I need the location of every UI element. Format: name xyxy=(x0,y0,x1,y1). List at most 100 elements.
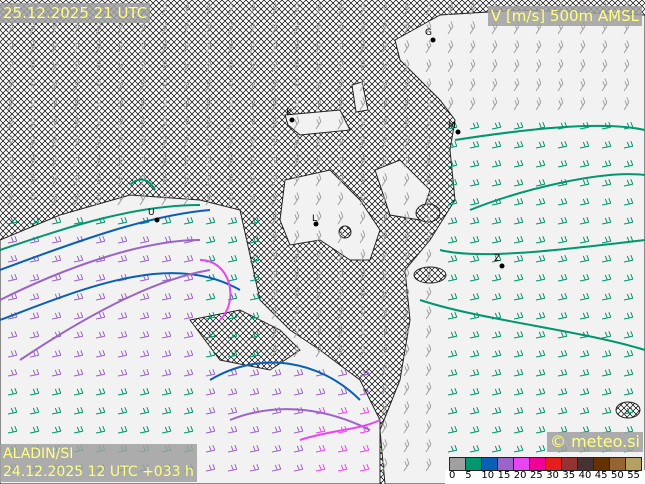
wind-barb xyxy=(95,116,102,130)
wind-barb xyxy=(535,179,546,187)
wind-barb xyxy=(271,230,278,244)
wind-barb xyxy=(337,211,344,225)
wind-barb xyxy=(161,97,168,111)
wind-barb xyxy=(51,97,58,111)
wind-barb xyxy=(271,249,278,263)
wind-barb xyxy=(403,211,410,225)
wind-barb xyxy=(205,97,212,111)
wind-barb xyxy=(359,445,370,453)
wind-barb xyxy=(491,407,502,415)
wind-barb xyxy=(425,116,432,130)
wind-barb xyxy=(601,388,612,396)
wind-barb xyxy=(271,287,278,301)
wind-barb xyxy=(205,2,212,16)
wind-barb xyxy=(51,369,62,377)
wind-barb xyxy=(623,141,634,149)
wind-barb xyxy=(205,293,216,301)
wind-barb xyxy=(513,407,524,415)
wind-barb xyxy=(535,369,546,377)
wind-barb xyxy=(183,350,194,358)
wind-barb xyxy=(491,255,502,263)
wind-barb xyxy=(117,173,124,187)
wind-barb xyxy=(359,78,366,92)
wind-barb xyxy=(249,192,256,206)
wind-barb xyxy=(271,445,282,453)
wind-barb xyxy=(535,350,546,358)
wind-barb xyxy=(337,21,344,35)
wind-barb xyxy=(623,407,634,415)
wind-barb xyxy=(227,40,234,54)
wind-barb xyxy=(271,306,278,320)
wind-barb xyxy=(315,287,322,301)
wind-barb xyxy=(161,173,168,187)
legend-swatch xyxy=(625,457,642,471)
wind-barb xyxy=(601,78,608,92)
wind-barb xyxy=(381,325,388,339)
wind-barb xyxy=(227,236,238,244)
wind-barb xyxy=(623,78,630,92)
wind-barb xyxy=(249,331,260,339)
wind-barb xyxy=(183,407,194,415)
wind-barb xyxy=(7,135,14,149)
wind-barb xyxy=(491,59,498,73)
wind-barb xyxy=(227,445,238,453)
wind-barb xyxy=(227,255,238,263)
wind-barb xyxy=(403,268,410,282)
wind-barb xyxy=(381,268,388,282)
wind-barb xyxy=(381,382,388,396)
wind-barb xyxy=(205,116,212,130)
wind-barb xyxy=(469,122,480,130)
wind-barb xyxy=(95,312,106,320)
wind-barb xyxy=(271,21,278,35)
wind-barb xyxy=(469,198,480,206)
wind-barb xyxy=(425,59,432,73)
wind-barb xyxy=(29,331,40,339)
wind-barb xyxy=(73,135,80,149)
wind-barb xyxy=(227,274,238,282)
wind-barb xyxy=(7,192,14,206)
wind-barb xyxy=(51,312,62,320)
wind-barb xyxy=(7,255,18,263)
isotach-line xyxy=(0,239,371,431)
wind-barb xyxy=(227,464,238,472)
wind-barb xyxy=(359,407,370,415)
wind-barb xyxy=(535,217,546,225)
wind-barb xyxy=(381,401,388,415)
wind-barb xyxy=(51,135,58,149)
wind-barb xyxy=(447,21,454,35)
wind-barb xyxy=(227,59,234,73)
wind-barb xyxy=(447,407,458,415)
wind-barb xyxy=(73,312,84,320)
wind-barb xyxy=(227,369,238,377)
wind-barb xyxy=(491,274,502,282)
wind-barb xyxy=(623,369,634,377)
wind-barb xyxy=(293,135,300,149)
wind-barb xyxy=(557,388,568,396)
wind-barb xyxy=(381,135,388,149)
wind-barb xyxy=(381,420,388,434)
wind-barb xyxy=(469,407,480,415)
wind-barb xyxy=(337,407,348,415)
wind-barb xyxy=(491,331,502,339)
wind-barb xyxy=(183,2,190,16)
wind-barb xyxy=(359,97,366,111)
wind-barb xyxy=(73,97,80,111)
wind-barb xyxy=(601,331,612,339)
wind-barb xyxy=(227,350,238,358)
wind-barb xyxy=(491,369,502,377)
wind-barb xyxy=(73,40,80,54)
wind-barb xyxy=(29,154,36,168)
wind-barb xyxy=(249,97,256,111)
wind-barb xyxy=(469,2,476,16)
wind-barb xyxy=(557,59,564,73)
wind-barb xyxy=(337,2,344,16)
wind-barb xyxy=(579,369,590,377)
wind-barb xyxy=(271,211,278,225)
legend-tick: 40 xyxy=(578,470,592,481)
wind-barb xyxy=(183,135,190,149)
wind-barb xyxy=(117,255,128,263)
wind-barb xyxy=(293,78,300,92)
wind-barb xyxy=(95,97,102,111)
wind-barb xyxy=(29,274,40,282)
wind-barb xyxy=(29,426,40,434)
